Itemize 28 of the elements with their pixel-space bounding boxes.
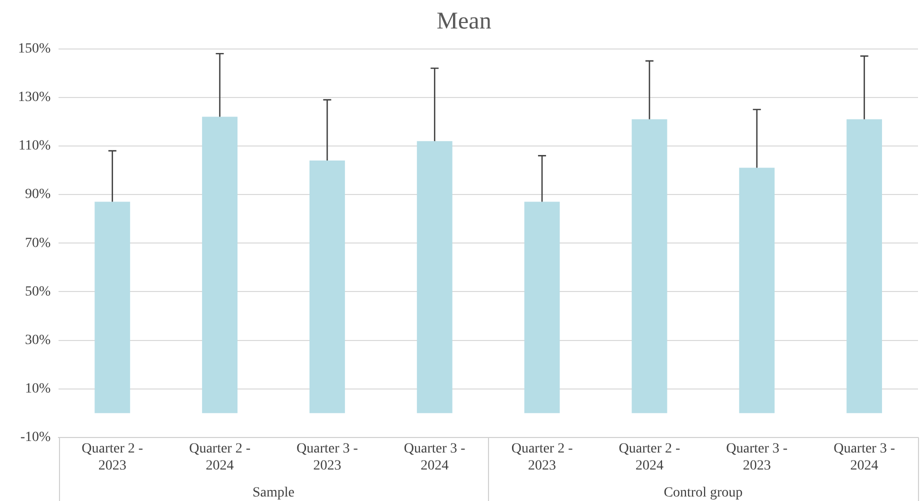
bar bbox=[739, 168, 775, 414]
x-tick-label: Quarter 3 - 2024 bbox=[834, 441, 896, 474]
y-tick-label: 50% bbox=[24, 284, 51, 300]
x-tick-label: Quarter 2 - 2024 bbox=[189, 441, 251, 474]
y-tick-label: 150% bbox=[18, 41, 51, 56]
y-tick-label: 110% bbox=[18, 138, 51, 154]
y-tick-label: 30% bbox=[24, 332, 51, 348]
bar bbox=[416, 141, 452, 414]
bar bbox=[846, 119, 882, 414]
bar bbox=[94, 202, 130, 414]
x-tick-label: Quarter 2 - 2023 bbox=[511, 441, 574, 474]
bar bbox=[309, 160, 345, 414]
y-tick-label: 130% bbox=[18, 90, 51, 106]
y-tick-label: 90% bbox=[24, 187, 51, 202]
text: Sample bbox=[252, 486, 294, 501]
x-tick-label: Quarter 3 - 2023 bbox=[296, 441, 358, 474]
x-tick-label: Quarter 2 - 2024 bbox=[618, 441, 680, 474]
x-tick-label: Quarter 3 - 2023 bbox=[726, 441, 788, 474]
y-tick-label: 70% bbox=[24, 236, 51, 251]
chart-title: Mean bbox=[436, 8, 492, 35]
bar bbox=[524, 202, 560, 414]
y-tick-label: 10% bbox=[24, 381, 51, 396]
bar bbox=[202, 116, 238, 414]
bar bbox=[632, 119, 668, 414]
y-tick-label: -10% bbox=[20, 430, 51, 446]
text: Control group bbox=[664, 486, 743, 501]
x-tick-label: Quarter 2 - 2023 bbox=[82, 441, 144, 474]
x-tick-label: Quarter 3 - 2024 bbox=[404, 441, 466, 474]
